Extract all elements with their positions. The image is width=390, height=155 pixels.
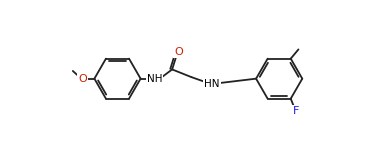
- Text: NH: NH: [147, 74, 162, 84]
- Text: O: O: [78, 74, 87, 84]
- Text: HN: HN: [204, 79, 220, 89]
- Text: F: F: [293, 106, 299, 116]
- Text: O: O: [174, 47, 183, 57]
